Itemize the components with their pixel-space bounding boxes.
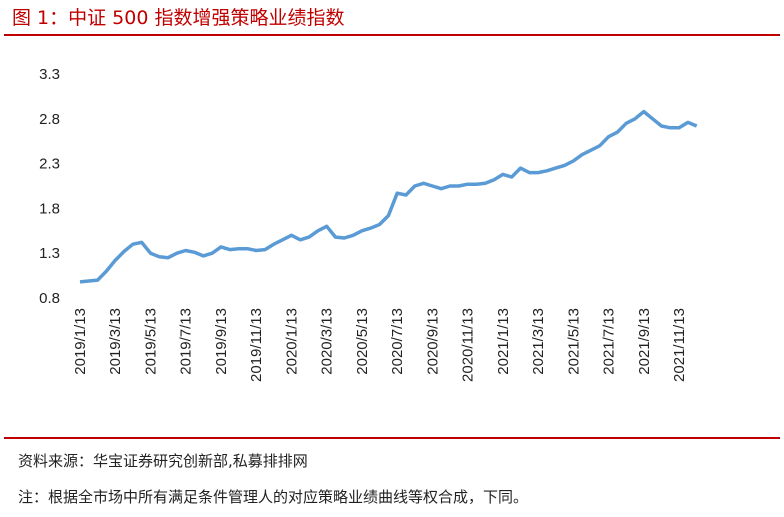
y-tick-label: 2.8 xyxy=(39,111,60,128)
x-tick-label: 2021/3/13 xyxy=(530,308,547,375)
y-tick-label: 1.3 xyxy=(39,245,60,262)
y-tick-label: 1.8 xyxy=(39,200,60,217)
chart-title: 图 1：中证 500 指数增强策略业绩指数 xyxy=(12,7,344,29)
x-tick-label: 2020/1/13 xyxy=(283,308,300,375)
x-tick-label: 2021/7/13 xyxy=(601,308,618,375)
x-tick-label: 2019/11/13 xyxy=(248,308,265,382)
x-tick-label: 2020/3/13 xyxy=(319,308,336,375)
x-tick-label: 2021/1/13 xyxy=(495,308,512,375)
series-line xyxy=(79,109,698,284)
x-tick-label: 2019/9/13 xyxy=(213,308,230,375)
y-tick-label: 3.3 xyxy=(39,66,60,83)
x-tick-label: 2019/5/13 xyxy=(142,308,159,375)
x-tick-label: 2021/9/13 xyxy=(636,308,653,375)
x-tick-label: 2020/11/13 xyxy=(460,308,477,382)
x-tick-label: 2020/9/13 xyxy=(424,308,441,375)
x-tick-label: 2020/7/13 xyxy=(389,308,406,375)
source: 资料来源：华宝证券研究创新部,私募排排网 xyxy=(18,452,308,470)
x-tick-label: 2019/1/13 xyxy=(72,308,89,375)
x-tick-label: 2019/7/13 xyxy=(178,308,195,375)
x-tick-label: 2021/11/13 xyxy=(671,308,688,382)
x-tick-label: 2019/3/13 xyxy=(107,308,124,375)
y-tick-label: 2.3 xyxy=(39,156,60,173)
x-tick-label: 2021/5/13 xyxy=(565,308,582,375)
y-tick-label: 0.8 xyxy=(39,290,60,307)
x-tick-label: 2020/5/13 xyxy=(354,308,371,375)
note: 注：根据全市场中所有满足条件管理人的对应策略业绩曲线等权合成，下同。 xyxy=(18,488,528,506)
